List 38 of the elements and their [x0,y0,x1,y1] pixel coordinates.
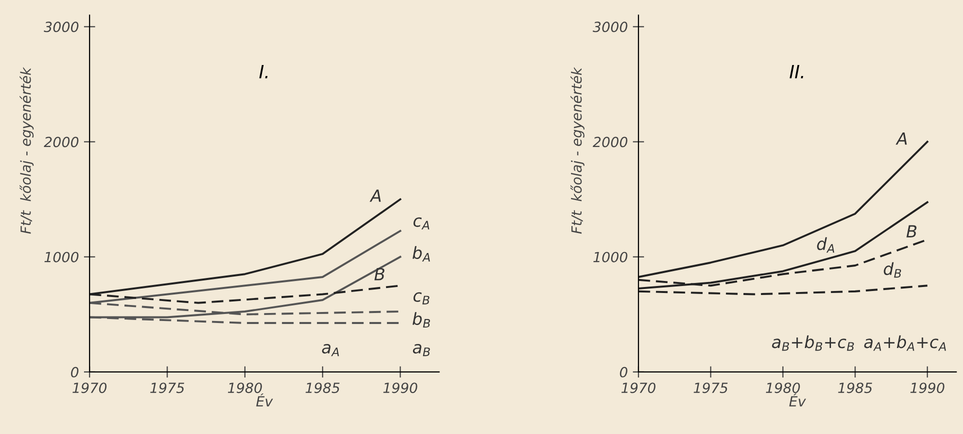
x-axis-title: Év [789,394,806,406]
y-axis-title: Ft/t kőolaj - egyenérték [20,66,34,234]
x-tick-label: 1975 [694,382,728,394]
annotation: b$_{B}$ [412,312,430,328]
annotation: b$_{A}$ [412,246,430,262]
annotation: a$_{A}$ [322,344,339,356]
x-axis-title: Év [256,394,274,406]
annotation: a$_{B}$ [412,344,430,356]
annotation: a$_{A}$+b$_{A}$+c$_{A}$ [864,335,946,351]
y-tick-label: 2000 [44,136,78,148]
text: I. [259,65,268,78]
annotation: d$_{B}$ [884,262,902,278]
x-tick-label: 1985 [306,382,340,394]
y-axis-title: Ft/t kőolaj - egyenérték [570,66,584,234]
y-tick-label: 3000 [44,22,78,32]
x-tick-label: 1970 [72,382,107,394]
annotation: B [374,268,384,280]
x-tick-label: 1985 [838,382,872,394]
x-tick-label: 1990 [910,382,944,394]
y-tick-label: 1000 [44,252,78,262]
x-tick-label: 1980 [228,382,262,394]
annotation: B [906,225,916,238]
x-tick-label: 1980 [766,382,800,394]
text: II. [790,65,804,78]
annotation: d$_{A}$ [817,237,834,253]
y-tick-label: 0 [71,366,78,378]
annotation: A [370,190,381,202]
annotation: c$_{A}$ [414,217,430,230]
annotation: c$_{B}$ [414,292,430,304]
y-tick-label: 2000 [592,136,628,148]
y-tick-label: 3000 [592,22,628,32]
x-tick-label: 1975 [150,382,184,394]
y-tick-label: 1000 [593,252,628,262]
y-tick-label: 0 [620,366,628,378]
x-tick-label: 1990 [383,382,418,394]
annotation: A [896,132,907,145]
x-tick-label: 1970 [621,382,656,394]
annotation: a$_{B}$+b$_{B}$+c$_{B}$ [772,335,854,351]
